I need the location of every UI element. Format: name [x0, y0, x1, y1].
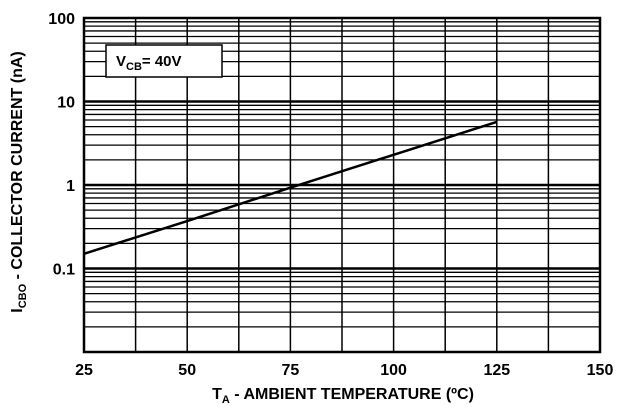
y-axis-label-text: - COLLECTOR CURRENT (nA) [9, 51, 26, 284]
annotation-box: VCB= 40V [105, 44, 223, 78]
x-axis-label-subscript: A [222, 394, 230, 406]
annotation-subscript: CB [126, 61, 142, 73]
x-ticks: 25 50 75 100 125 150 [75, 362, 613, 379]
x-axis-label-text: - AMBIENT TEMPERATURE (ºC) [230, 386, 474, 403]
plot-frame [82, 16, 602, 354]
series [83, 120, 498, 255]
y-ticks: 0.1 1 10 100 [48, 11, 75, 279]
x-tick-label: 50 [178, 362, 196, 379]
x-axis-label-prefix: T [212, 386, 222, 403]
x-axis-label: TA - AMBIENT TEMPERATURE (ºC) [212, 386, 474, 406]
annotation-label: VCB= 40V [116, 53, 182, 73]
x-tick-label: 25 [75, 362, 93, 379]
series-line [83, 120, 498, 255]
y-tick-label: 10 [57, 95, 75, 112]
annotation-background [105, 44, 223, 78]
y-axis-label: ICBO - COLLECTOR CURRENT (nA) [9, 51, 29, 312]
y-tick-label: 0.1 [53, 262, 75, 279]
annotation-prefix: V [116, 53, 126, 70]
grid-horizontal [84, 21, 600, 328]
y-axis-label-prefix: I [9, 308, 26, 312]
x-tick-label: 75 [282, 362, 300, 379]
x-tick-label: 125 [483, 362, 510, 379]
annotation-value: = 40V [142, 53, 182, 70]
y-tick-label: 100 [48, 11, 75, 28]
y-tick-label: 1 [66, 178, 75, 195]
x-tick-label: 150 [587, 362, 614, 379]
y-axis-label-subscript: CBO [17, 283, 29, 308]
x-tick-label: 100 [380, 362, 407, 379]
